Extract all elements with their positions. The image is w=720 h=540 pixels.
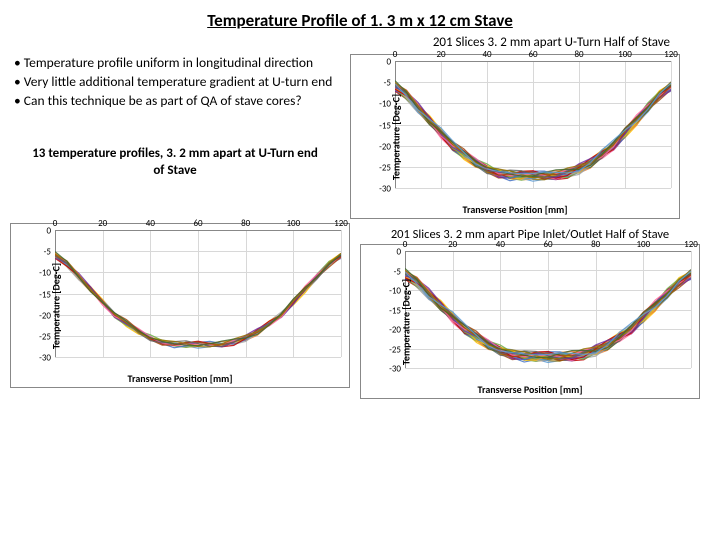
ytick-label: -30 (33, 353, 51, 364)
x-axis-label: Transverse Position [mm] (128, 372, 233, 385)
xtick-label: 80 (574, 49, 583, 60)
ytick-label: -30 (383, 364, 401, 375)
ytick-label: -10 (373, 99, 391, 110)
xtick-label: 20 (98, 218, 107, 229)
xtick-label: 100 (286, 218, 300, 229)
top-row: • Temperature profile uniform in longitu… (10, 54, 710, 219)
ytick-label: 0 (373, 57, 391, 68)
chart-pipe-inlet: 0204060801001200-5-10-15-20-25-30Tempera… (360, 244, 700, 399)
ytick-label: -5 (383, 266, 401, 277)
xtick-label: 120 (684, 239, 698, 250)
xtick-label: 80 (591, 239, 600, 250)
xtick-label: 20 (436, 49, 445, 60)
x-axis-label: Transverse Position [mm] (463, 203, 568, 216)
subtitle-top-right: 201 Slices 3. 2 mm apart U-Turn Half of … (10, 35, 710, 50)
ytick-label: -10 (33, 268, 51, 279)
bullet-item: • Temperature profile uniform in longitu… (14, 54, 340, 72)
bottom-row: 0204060801001200-5-10-15-20-25-30Tempera… (10, 223, 710, 399)
xtick-label: 60 (528, 49, 537, 60)
ytick-label: -5 (33, 247, 51, 258)
x-axis-label: Transverse Position [mm] (478, 383, 583, 396)
y-axis-label: Temperature [Deg-C] (390, 93, 403, 179)
ytick-label: 0 (33, 226, 51, 237)
chart-13-profiles: 0204060801001200-5-10-15-20-25-30Tempera… (10, 223, 350, 388)
xtick-label: 100 (618, 49, 632, 60)
xtick-label: 40 (496, 239, 505, 250)
xtick-label: 100 (636, 239, 650, 250)
caption-left: 13 temperature profiles, 3. 2 mm apart a… (10, 139, 340, 182)
ytick-label: -20 (33, 310, 51, 321)
xtick-label: 0 (403, 239, 408, 250)
chart-uturn-half: 0204060801001200-5-10-15-20-25-30Tempera… (350, 54, 680, 219)
xtick-label: 20 (448, 239, 457, 250)
ytick-label: -10 (383, 286, 401, 297)
xtick-label: 80 (241, 218, 250, 229)
ytick-label: -30 (373, 184, 391, 195)
xtick-label: 120 (334, 218, 348, 229)
y-axis-label: Temperature [Deg-C] (400, 278, 413, 364)
page-title: Temperature Profile of 1. 3 m x 12 cm St… (10, 10, 710, 31)
ytick-label: -15 (383, 305, 401, 316)
xtick-label: 40 (146, 218, 155, 229)
bullet-item: • Very little additional temperature gra… (14, 73, 340, 91)
bullet-item: • Can this technique be as part of QA of… (14, 92, 340, 110)
ytick-label: -15 (33, 289, 51, 300)
y-axis-label: Temperature [Deg-C] (50, 262, 63, 348)
bullets-block: • Temperature profile uniform in longitu… (10, 54, 340, 219)
ytick-label: -20 (373, 141, 391, 152)
xtick-label: 120 (664, 49, 678, 60)
bottom-left-block: 0204060801001200-5-10-15-20-25-30Tempera… (10, 223, 350, 399)
ytick-label: -25 (373, 162, 391, 173)
ytick-label: 0 (383, 247, 401, 258)
ytick-label: -15 (373, 120, 391, 131)
bottom-right-block: 201 Slices 3. 2 mm apart Pipe Inlet/Outl… (360, 223, 700, 399)
ytick-label: -20 (383, 325, 401, 336)
ytick-label: -25 (383, 344, 401, 355)
ytick-label: -5 (373, 78, 391, 89)
ytick-label: -25 (33, 331, 51, 342)
xtick-label: 0 (393, 49, 398, 60)
xtick-label: 60 (193, 218, 202, 229)
xtick-label: 0 (53, 218, 58, 229)
xtick-label: 60 (543, 239, 552, 250)
xtick-label: 40 (482, 49, 491, 60)
